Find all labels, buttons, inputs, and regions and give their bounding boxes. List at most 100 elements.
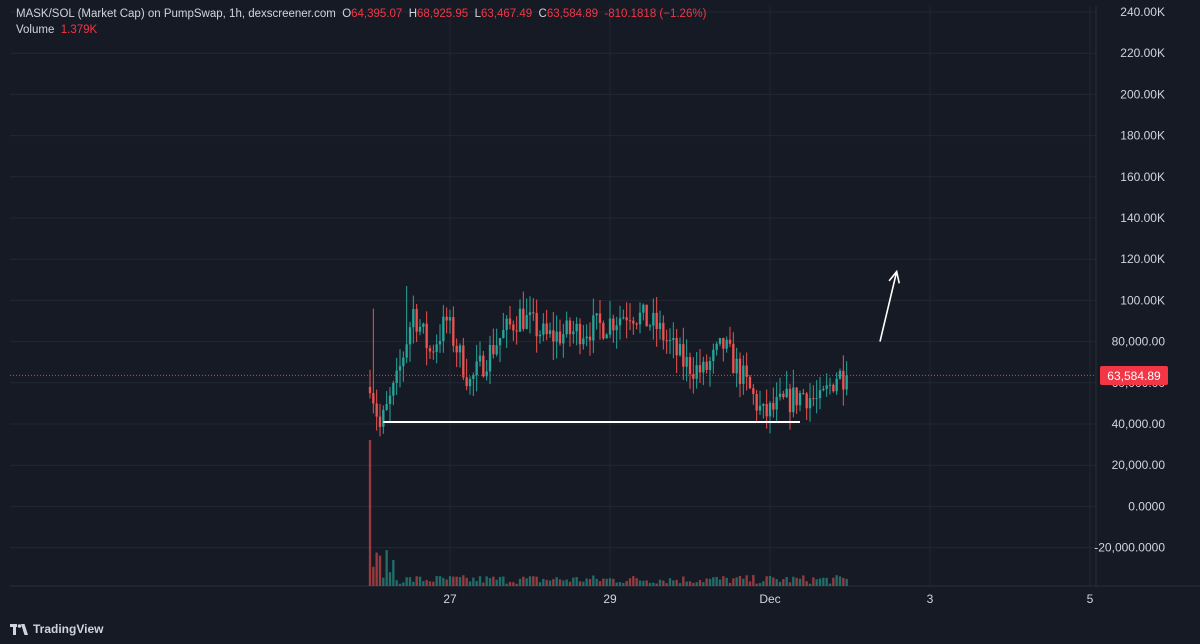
price-axis[interactable]: 240.00K 220.00K 200.00K 180.00K 160.00K 140.0…	[1094, 5, 1165, 555]
volume-bar	[808, 583, 812, 586]
candle-body	[512, 324, 515, 331]
volume-bar	[805, 581, 808, 586]
candle-body	[648, 325, 652, 327]
candle-body	[662, 322, 665, 341]
volume-bar	[512, 582, 515, 586]
candle-body	[382, 409, 385, 427]
volume-bar	[478, 576, 482, 586]
candle-body	[845, 375, 848, 390]
volume-bar	[578, 581, 582, 586]
candle-body	[565, 320, 568, 335]
price-tick-label: 40,000.00	[1112, 417, 1166, 431]
candle-body	[368, 386, 372, 394]
candle-body	[575, 323, 578, 332]
candle-body	[398, 366, 402, 371]
volume-bar	[748, 581, 752, 586]
volume-bar	[765, 576, 768, 586]
volume-bar	[635, 578, 638, 586]
candle-body	[705, 361, 708, 370]
volume-bar	[632, 576, 635, 586]
candle-body	[542, 323, 545, 335]
volume-bar	[605, 578, 608, 586]
volume-bar	[402, 582, 405, 586]
candle-body	[695, 365, 698, 379]
candle-body	[428, 348, 432, 352]
volume-bar	[428, 581, 432, 586]
chart-legend: MASK/SOL (Market Cap) on PumpSwap, 1h, d…	[16, 6, 706, 38]
volume-bar	[818, 578, 822, 586]
volume-bar	[545, 579, 548, 586]
candle-body	[642, 304, 645, 313]
candle-body	[785, 388, 788, 398]
volume-bar	[535, 576, 538, 586]
candle-body	[632, 320, 635, 324]
candle-body	[675, 337, 678, 356]
price-tick-label: 20,000.00	[1112, 458, 1166, 472]
candle-body	[735, 358, 738, 374]
volume-bar	[498, 576, 502, 586]
volume-bar	[792, 576, 795, 586]
candle-body	[588, 336, 592, 341]
symbol-title: MASK/SOL (Market Cap) on PumpSwap, 1h, d…	[16, 8, 336, 20]
candle-body	[748, 376, 752, 389]
candle-body	[478, 355, 482, 362]
candle-body	[408, 327, 412, 345]
time-axis[interactable]: 27 29 Dec 3 5	[443, 592, 1093, 606]
candle-body	[708, 361, 712, 370]
candle-body	[752, 388, 755, 394]
volume-bar	[575, 577, 578, 586]
candle-body	[732, 343, 735, 374]
candle-body	[758, 405, 762, 411]
volume-bar	[615, 582, 618, 586]
ohlc-row: MASK/SOL (Market Cap) on PumpSwap, 1h, d…	[16, 6, 706, 22]
volume-bar	[425, 579, 428, 586]
volume-bar	[842, 577, 845, 586]
volume-bar	[515, 583, 518, 586]
volume-bar	[458, 577, 462, 586]
volume-bar	[682, 576, 685, 586]
candle-body	[618, 318, 622, 326]
volume-bar	[435, 576, 438, 586]
volume-bar	[645, 580, 648, 586]
volume-bar	[835, 575, 838, 586]
volume-bar	[432, 581, 435, 586]
low-value: 63,467.49	[480, 8, 533, 20]
candle-body	[832, 384, 835, 392]
price-tick-label: 100.00K	[1120, 293, 1165, 307]
candle-body	[818, 390, 822, 399]
candle-body	[822, 388, 825, 391]
volume-bar	[638, 580, 642, 586]
annotations	[383, 269, 901, 423]
candle-body	[812, 398, 815, 400]
volume-bar	[602, 578, 605, 586]
candle-body	[555, 331, 558, 342]
volume-bar	[562, 580, 565, 586]
tradingview-brand[interactable]: TradingView	[10, 622, 103, 636]
volume-bar	[448, 576, 452, 586]
volume-bar	[658, 579, 662, 586]
volume-bar	[758, 583, 762, 586]
volume-bar	[838, 576, 842, 586]
candle-body	[702, 361, 705, 373]
volume-bar	[552, 579, 555, 586]
volume-bar	[622, 582, 625, 586]
candle-body	[612, 318, 615, 331]
volume-bar	[592, 575, 595, 586]
volume-bar	[845, 578, 848, 586]
volume-bar	[755, 583, 758, 586]
grid-lines	[10, 6, 1200, 587]
volume-bar	[788, 582, 792, 586]
candle-body	[722, 338, 725, 349]
volume-bar	[795, 577, 798, 586]
time-tick-label: 27	[443, 592, 457, 606]
volume-bar	[772, 577, 775, 586]
candle-body	[628, 320, 632, 322]
volume-bar	[652, 582, 655, 586]
candle-body	[768, 402, 772, 417]
price-tick-label: 120.00K	[1120, 252, 1165, 266]
open-label: O	[342, 8, 352, 20]
volume-bar	[798, 578, 802, 586]
candle-body	[422, 323, 425, 327]
candle-body	[508, 318, 512, 325]
